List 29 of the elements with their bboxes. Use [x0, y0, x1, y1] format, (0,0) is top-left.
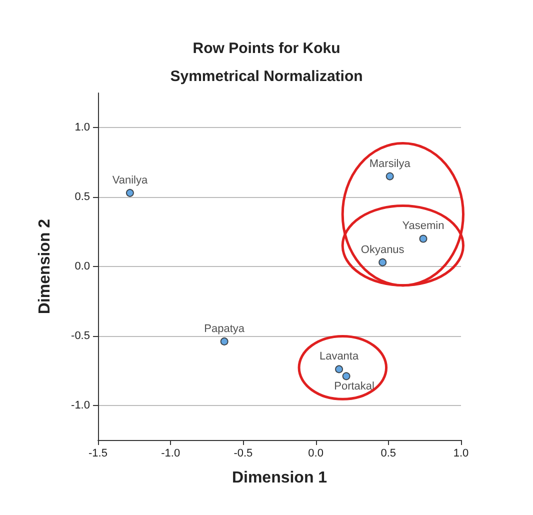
point	[342, 372, 350, 380]
y-tick-label: -0.5	[71, 330, 90, 342]
x-tick-label: 1.0	[453, 448, 469, 460]
annotation: Portakal	[334, 380, 374, 393]
point	[220, 337, 228, 346]
point	[335, 365, 344, 374]
annotation: Vanilya	[112, 174, 148, 186]
x-tick-label: 0.5	[380, 448, 396, 460]
annotation: Papatya	[204, 322, 246, 335]
x-tick-label: 0.0	[308, 448, 324, 460]
x-tick-label: -1.0	[161, 448, 180, 460]
point	[386, 172, 394, 180]
y-tick-label: 1.0	[74, 122, 90, 134]
y-axis-title: Dimension 2	[36, 218, 54, 314]
point	[419, 234, 428, 243]
annotation: Marsilya	[369, 158, 412, 170]
chart-title: Row Points for Koku	[192, 40, 340, 57]
point	[126, 188, 134, 197]
x-axis-title: Dimension 1	[232, 470, 328, 486]
chart-subtitle: Symmetrical Normalization	[170, 68, 363, 85]
y-tick-label: 0.5	[74, 191, 90, 204]
annotation: Okyanus	[360, 244, 405, 256]
point	[378, 258, 387, 266]
annotation: Yasemin	[402, 220, 444, 232]
annotation: Lavanta	[319, 350, 360, 363]
x-tick-label: -1.5	[88, 448, 108, 460]
x-tick-label: -0.5	[234, 448, 253, 460]
y-tick-label: -1.0	[71, 399, 90, 412]
y-tick-label: 0.0	[74, 260, 90, 272]
